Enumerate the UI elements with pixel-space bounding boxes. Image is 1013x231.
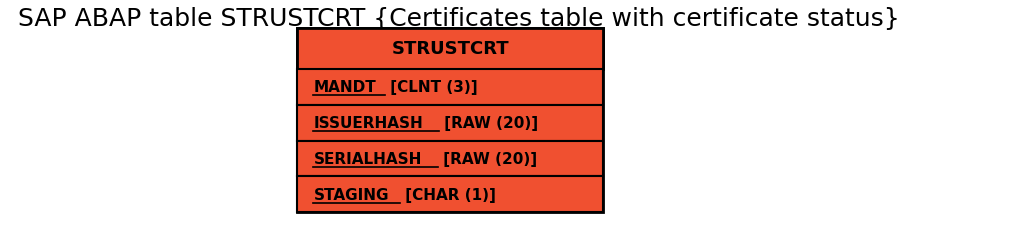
Text: STAGING: STAGING (313, 187, 389, 202)
Text: [RAW (20)]: [RAW (20)] (440, 116, 539, 131)
Text: MANDT: MANDT (313, 80, 376, 95)
Text: [CHAR (1)]: [CHAR (1)] (400, 187, 496, 202)
Text: STRUSTCRT: STRUSTCRT (391, 40, 510, 58)
Text: SERIALHASH: SERIALHASH (313, 151, 421, 166)
Text: [CLNT (3)]: [CLNT (3)] (385, 80, 478, 95)
Text: [RAW (20)]: [RAW (20)] (438, 151, 537, 166)
Text: ISSUERHASH: ISSUERHASH (313, 116, 423, 131)
Text: SAP ABAP table STRUSTCRT {Certificates table with certificate status}: SAP ABAP table STRUSTCRT {Certificates t… (18, 7, 900, 31)
